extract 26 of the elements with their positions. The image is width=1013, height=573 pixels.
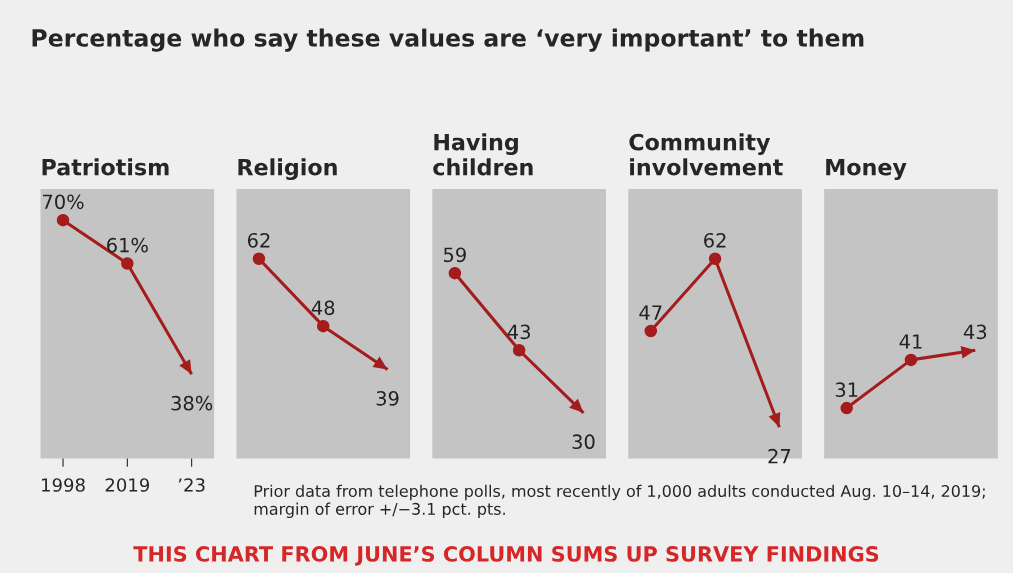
data-label: 47 (639, 305, 662, 320)
data-label: 62 (247, 232, 270, 248)
chart-title: Religion (238, 158, 337, 180)
x-tick-label: 2019 (105, 478, 150, 492)
x-tick-label: ’23 (178, 478, 205, 492)
data-label: 61% (107, 237, 148, 253)
data-label: 48 (311, 300, 335, 316)
chart-title: Community involvement (629, 133, 783, 176)
data-label: 39 (376, 391, 399, 406)
data-label: 59 (443, 247, 466, 263)
data-label: 41 (899, 334, 922, 349)
data-label: 38% (171, 395, 213, 411)
text: THIS CHART FROM JUNE’S COLUMN SUMS UP SURVEY FINDINGS (133, 546, 879, 566)
chart-title: Money (826, 159, 907, 180)
chart-title: Patriotism (42, 158, 169, 176)
data-label: 43 (507, 324, 530, 340)
data-label: 27 (768, 448, 791, 464)
data-label: 43 (963, 324, 987, 340)
data-label: 70% (43, 194, 84, 210)
chart-title: Having children (433, 133, 533, 176)
data-label: 62 (704, 232, 726, 248)
data-label: 30 (572, 434, 595, 450)
text: Prior data from telephone polls, most recently of 1,000 adults conducted Aug. 10–14, 2019; margin of error +/−3.1 pct. pts. (254, 484, 985, 519)
data-label: 31 (835, 382, 858, 398)
x-tick-label: 1998 (42, 478, 85, 492)
text: Percentage who say these values are ‘very important’ to them (32, 28, 864, 52)
